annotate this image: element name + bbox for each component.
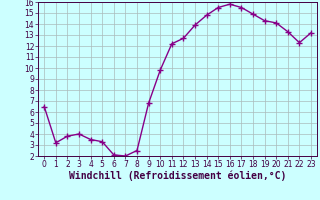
X-axis label: Windchill (Refroidissement éolien,°C): Windchill (Refroidissement éolien,°C): [69, 171, 286, 181]
